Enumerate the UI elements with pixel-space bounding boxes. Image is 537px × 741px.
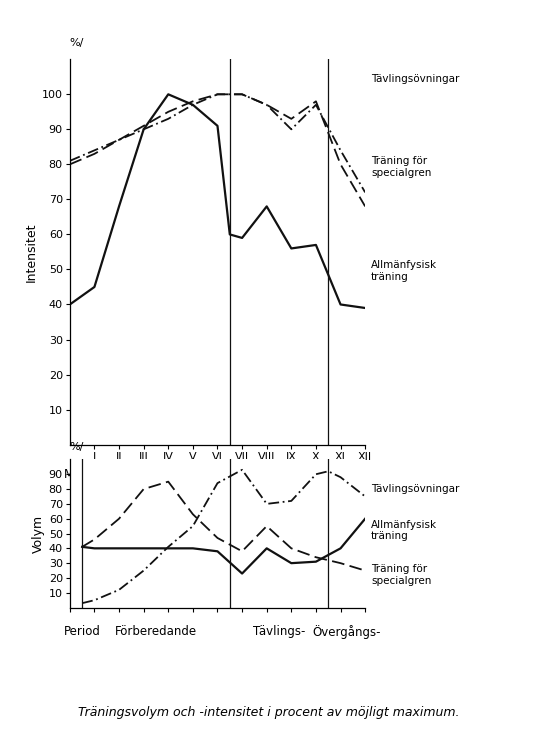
- Text: Tävlingsövningar: Tävlingsövningar: [371, 73, 460, 84]
- Text: Övergångs-: Övergångs-: [313, 625, 381, 639]
- Text: Träning för
specialgren: Träning för specialgren: [371, 156, 431, 178]
- Text: Träning för
specialgren: Träning för specialgren: [371, 564, 431, 586]
- Text: Förberedande: Förberedande: [115, 625, 197, 639]
- Y-axis label: Volym: Volym: [32, 514, 45, 553]
- Y-axis label: Intensitet: Intensitet: [25, 222, 38, 282]
- Text: %/: %/: [70, 442, 84, 452]
- Text: Allmänfysisk
träning: Allmänfysisk träning: [371, 519, 437, 542]
- Text: Tävlings-: Tävlings-: [253, 625, 305, 639]
- Text: Tävlingsövningar: Tävlingsövningar: [371, 484, 460, 494]
- Text: Träningsvolym och -intensitet i procent av möjligt maximum.: Träningsvolym och -intensitet i procent …: [78, 705, 459, 719]
- Text: Allmänfysisk
träning: Allmänfysisk träning: [371, 260, 437, 282]
- Text: %/: %/: [70, 38, 84, 47]
- Text: Månader: Månader: [64, 468, 116, 481]
- Text: Period: Period: [64, 625, 101, 639]
